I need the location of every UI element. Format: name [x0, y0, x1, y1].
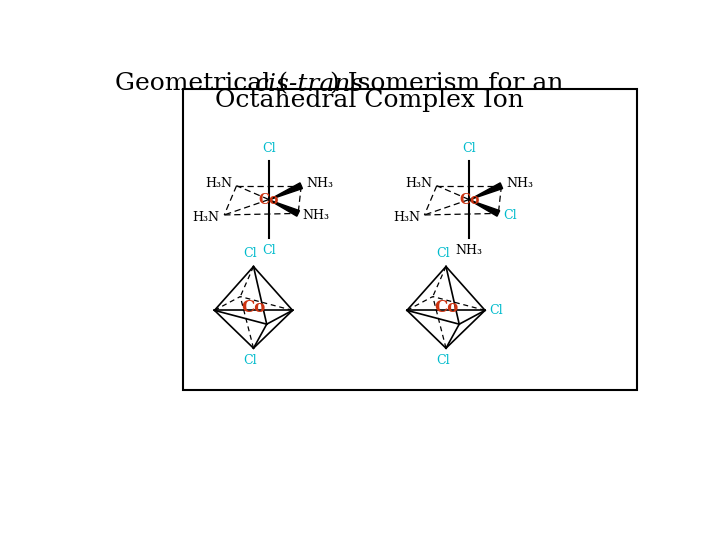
Text: Octahedral Complex Ion: Octahedral Complex Ion [215, 90, 523, 112]
Bar [183, 90, 637, 390]
Text: H₃N: H₃N [193, 211, 220, 224]
Text: Cl: Cl [503, 209, 517, 222]
Text: Co: Co [434, 299, 458, 316]
Text: Cl: Cl [262, 244, 276, 257]
Text: NH₃: NH₃ [303, 209, 330, 222]
Polygon shape [269, 183, 302, 200]
Text: cis-trans: cis-trans [255, 72, 364, 96]
Text: Cl: Cl [243, 247, 257, 260]
Text: H₃N: H₃N [393, 211, 420, 224]
Text: NH₃: NH₃ [506, 177, 533, 190]
Text: H₃N: H₃N [205, 177, 232, 190]
Text: Cl: Cl [436, 354, 450, 367]
Polygon shape [469, 183, 503, 200]
Text: ) Isomerism for an: ) Isomerism for an [330, 72, 564, 96]
Text: NH₃: NH₃ [306, 177, 333, 190]
Text: Geometrical (: Geometrical ( [115, 72, 288, 96]
Text: Co: Co [258, 193, 279, 206]
Text: Cl: Cl [490, 304, 503, 317]
Text: Cl: Cl [462, 142, 476, 155]
Text: Co: Co [459, 193, 480, 206]
Polygon shape [469, 200, 500, 216]
Text: H₃N: H₃N [405, 177, 432, 190]
Text: Co: Co [241, 299, 266, 316]
Polygon shape [269, 200, 300, 216]
Text: Cl: Cl [436, 247, 450, 260]
Text: NH₃: NH₃ [456, 244, 482, 257]
Text: Cl: Cl [262, 142, 276, 155]
Text: Cl: Cl [243, 354, 257, 367]
